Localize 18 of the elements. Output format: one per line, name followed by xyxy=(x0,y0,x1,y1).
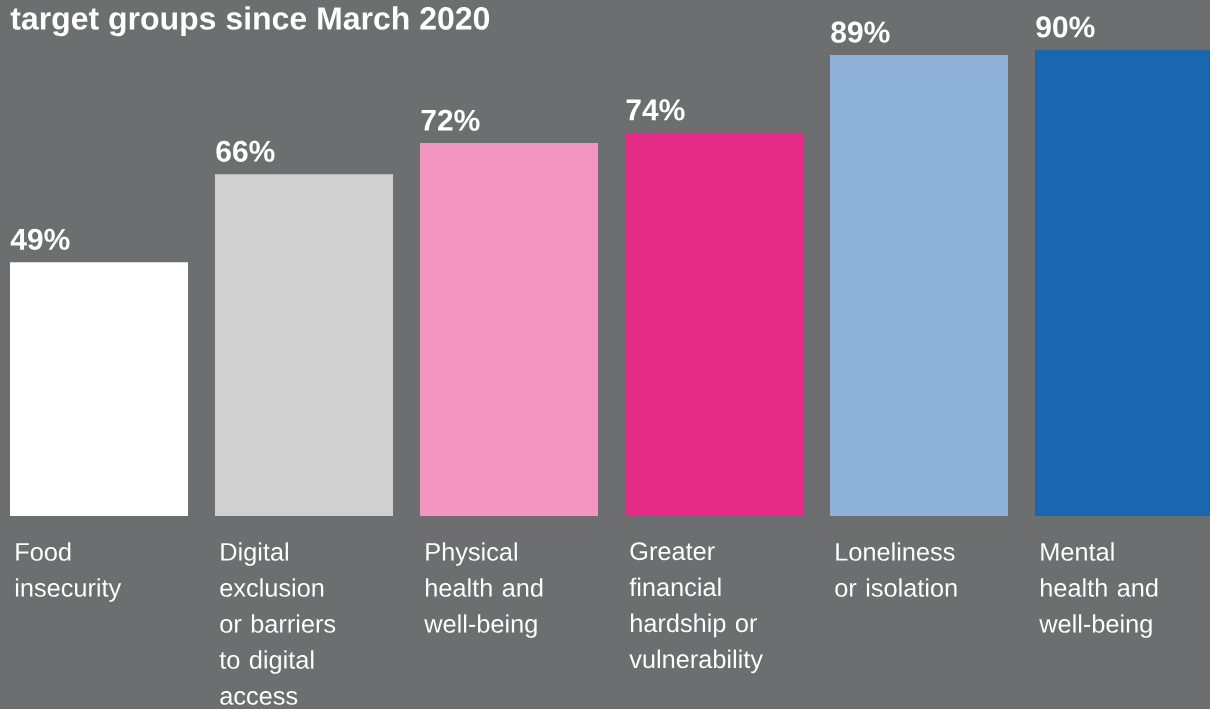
data-label: 89% xyxy=(831,21,890,43)
bar xyxy=(625,132,803,516)
x-tick-label: Loneliness or isolation xyxy=(835,542,957,597)
data-label: 72% xyxy=(421,109,480,131)
bar xyxy=(830,55,1008,516)
data-label: 49% xyxy=(10,228,70,250)
x-tick-label: Food insecurity xyxy=(15,542,122,602)
x-tick-label: Digital exclusion or barriers to digital access xyxy=(219,542,336,705)
bar xyxy=(420,143,598,516)
x-tick-label: Physical health and well-being xyxy=(424,542,543,638)
x-tick-label: Greater financial hardship or vulnerability xyxy=(629,542,763,674)
x-tick-label: Mental health and well-being xyxy=(1039,542,1158,638)
bar xyxy=(10,262,189,516)
bar xyxy=(215,174,393,516)
chart-title: target groups since March 2020 xyxy=(10,6,490,37)
data-label: 66% xyxy=(216,140,275,162)
data-label: 74% xyxy=(626,99,685,121)
data-label: 90% xyxy=(1036,16,1095,38)
